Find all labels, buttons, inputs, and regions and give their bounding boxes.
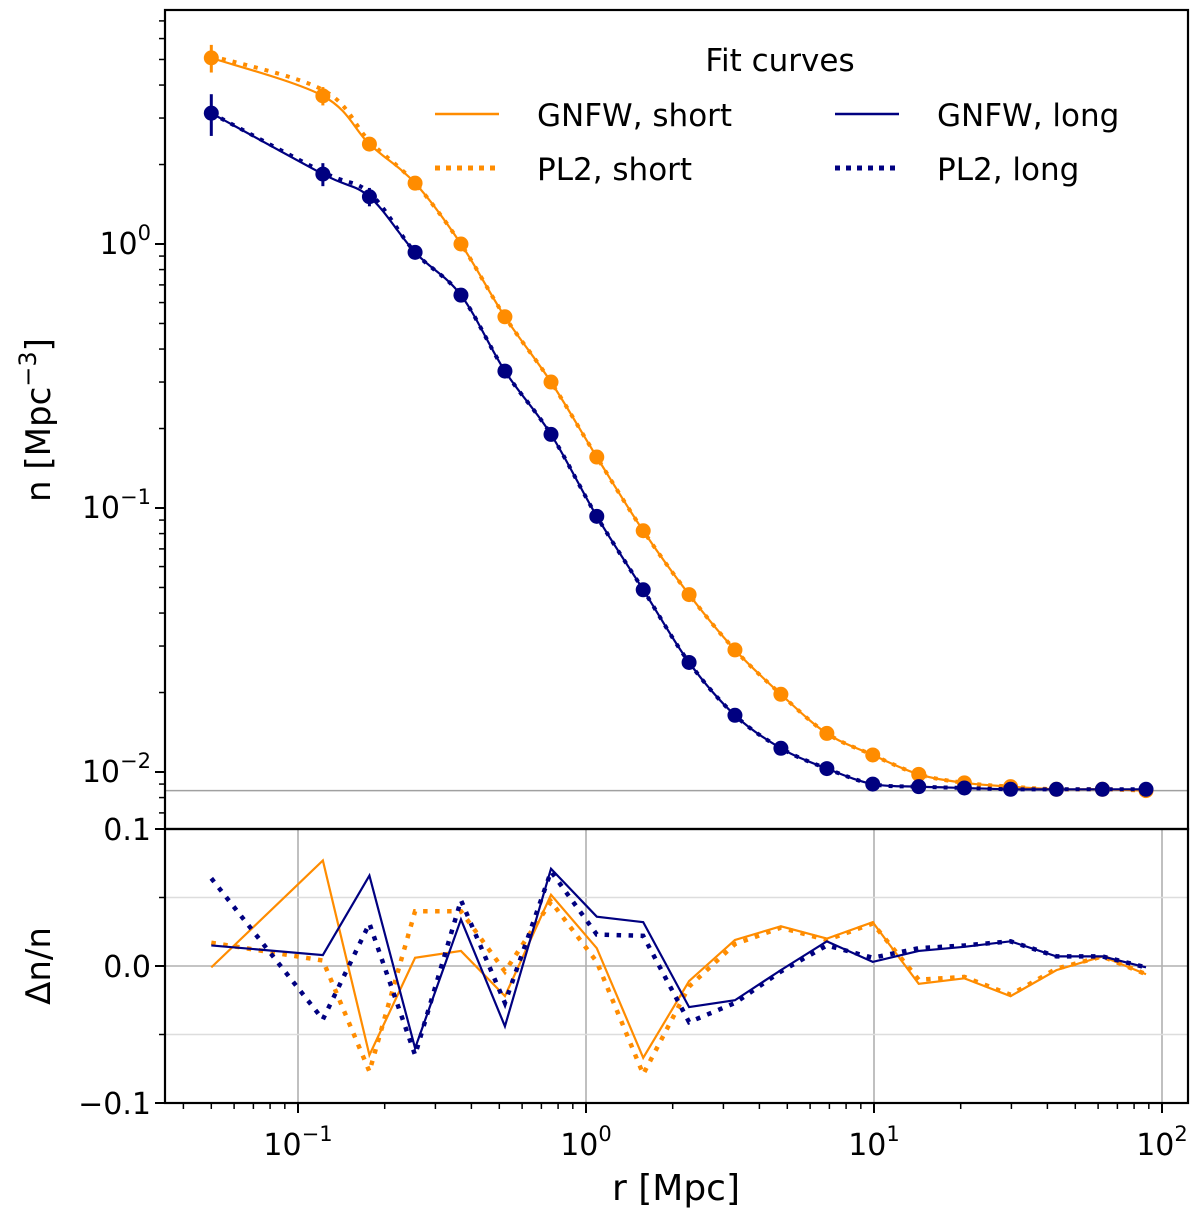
gnfw-long-fit-curve (210, 112, 1147, 791)
long-data-point (203, 105, 219, 121)
lower-y-tick-label: 0.0 (103, 950, 151, 985)
x-tick-label: 101 (848, 1122, 900, 1163)
short-data-point (315, 88, 331, 104)
long-data-point (681, 654, 697, 670)
x-tick-label-base: 10 (263, 1128, 301, 1163)
x-tick-label-base: 10 (1136, 1128, 1174, 1163)
upper-y-tick-label: 10−2 (82, 749, 151, 790)
long-data-point (956, 780, 972, 796)
legend-entry: GNFW, long (835, 98, 1119, 134)
short-data-point (681, 587, 697, 603)
long-data-point (865, 776, 881, 792)
legend-entry: GNFW, short (435, 98, 732, 134)
x-tick-label: 100 (560, 1122, 612, 1163)
long-data-point (589, 508, 605, 524)
legend: Fit curves GNFW, short GNFW, long PL2, sho… (435, 43, 1119, 188)
upper-y-axis-label-text: n [Mpc (19, 387, 59, 502)
legend-entry: PL2, long (835, 152, 1079, 188)
pl2-long-residual-line (209, 866, 1147, 1063)
legend-title: Fit curves (705, 43, 854, 79)
long-data-point (453, 287, 469, 303)
long-data-point (819, 761, 835, 777)
long-data-point (727, 707, 743, 723)
lower-y-tick-label: 0.1 (103, 813, 151, 848)
upper-panel-plot (203, 44, 1154, 799)
long-data-point (911, 779, 927, 795)
legend-label: GNFW, short (537, 98, 732, 134)
x-tick-label-base: 10 (560, 1128, 598, 1163)
short-data-point (453, 236, 469, 252)
long-data-point (1048, 781, 1064, 797)
long-data-point (773, 740, 789, 756)
upper-y-axis-label-close: ] (19, 338, 59, 351)
long-data-point (1094, 781, 1110, 797)
long-data-point (1138, 781, 1154, 797)
lower-panel-plot (209, 858, 1147, 1080)
lower-y-axis-label: Δn/n (19, 927, 59, 1005)
x-tick-label-exp: −1 (302, 1122, 333, 1146)
short-data-point (203, 50, 219, 66)
short-data-point (407, 175, 423, 191)
legend-entry: PL2, short (435, 152, 692, 188)
short-data-point (865, 747, 881, 763)
x-tick-label-exp: 0 (598, 1122, 611, 1146)
short-data-point (543, 374, 559, 390)
short-data-point (497, 309, 513, 325)
short-data-point (635, 523, 651, 539)
y-tick-label-exp: 0 (138, 221, 151, 245)
short-data-point (911, 766, 927, 782)
lower-y-tick-label: −0.1 (78, 1087, 151, 1122)
x-axis-label: r [Mpc] (612, 1168, 740, 1209)
gnfw-short-residual-line (210, 858, 1147, 1061)
upper-y-tick-label: 10−1 (82, 485, 151, 526)
pl2-long-fit-curve (210, 111, 1147, 792)
y-tick-label-base: 10 (99, 227, 137, 262)
lower-panel-grid (165, 828, 1188, 1104)
legend-label: PL2, long (937, 152, 1079, 188)
y-tick-label-base: 10 (82, 755, 120, 790)
long-data-point (315, 166, 331, 182)
long-data-point (361, 189, 377, 205)
y-tick-label-base: 10 (82, 491, 120, 526)
long-data-point (1003, 781, 1019, 797)
y-tick-label-exp: −1 (120, 485, 151, 509)
x-tick-label-exp: 2 (1174, 1122, 1187, 1146)
x-tick-label: 102 (1136, 1122, 1188, 1163)
legend-label: PL2, short (537, 152, 692, 188)
short-data-point (361, 136, 377, 152)
long-data-point (543, 426, 559, 442)
upper-y-axis-label: n [Mpc−3] (14, 338, 59, 502)
x-tick-label: 10−1 (263, 1122, 332, 1163)
y-tick-label-exp: −2 (120, 749, 151, 773)
long-data-point (635, 582, 651, 598)
short-data-point (819, 725, 835, 741)
gnfw-long-residual-line (211, 866, 1147, 1052)
long-data-point (497, 363, 513, 379)
upper-y-axis-label-sup: −3 (14, 351, 42, 386)
short-data-point (589, 449, 605, 465)
long-data-point (407, 244, 423, 260)
short-data-point (773, 686, 789, 702)
x-tick-label-base: 10 (848, 1128, 886, 1163)
legend-label: GNFW, long (937, 98, 1119, 134)
x-tick-label-exp: 1 (886, 1122, 899, 1146)
short-data-point (727, 642, 743, 658)
upper-y-tick-label: 100 (99, 221, 151, 262)
